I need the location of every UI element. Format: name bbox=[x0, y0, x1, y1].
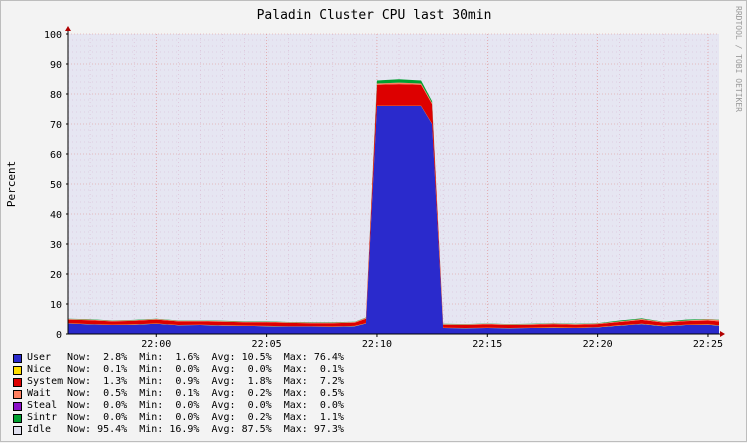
x-tick-label: 22:20 bbox=[583, 339, 613, 350]
legend-stats: Now: 0.1% Min: 0.0% Avg: 0.0% Max: 0.1% bbox=[67, 364, 344, 375]
series-area-user bbox=[68, 106, 719, 334]
legend: User Now: 2.8% Min: 1.6% Avg: 10.5% Max: … bbox=[13, 352, 344, 436]
legend-swatch bbox=[13, 425, 22, 435]
legend-series-name: User bbox=[27, 352, 52, 363]
y-tick-label: 60 bbox=[50, 150, 62, 161]
y-tick-label: 10 bbox=[50, 300, 62, 311]
legend-series-name: Idle bbox=[27, 424, 52, 435]
y-axis-label: Percent bbox=[5, 161, 18, 207]
legend-item-system: System Now: 1.3% Min: 0.9% Avg: 1.8% Max:… bbox=[13, 376, 344, 388]
x-tick-label: 22:15 bbox=[472, 339, 502, 350]
x-tick-labels: 22:00 22:05 22:10 22:15 22:20 22:25 bbox=[141, 339, 723, 350]
legend-swatch bbox=[13, 365, 22, 375]
legend-item-idle: Idle Now: 95.4% Min: 16.9% Avg: 87.5% Max… bbox=[13, 424, 344, 436]
legend-swatch bbox=[13, 389, 22, 399]
x-tick-label: 22:00 bbox=[141, 339, 171, 350]
legend-swatch bbox=[13, 401, 22, 411]
y-tick-label: 100 bbox=[44, 30, 62, 41]
y-tick-label: 30 bbox=[50, 240, 62, 251]
legend-item-steal: Steal Now: 0.0% Min: 0.0% Avg: 0.0% Max: … bbox=[13, 400, 344, 412]
legend-series-name: Nice bbox=[27, 364, 52, 375]
series-areas bbox=[68, 79, 719, 334]
legend-stats: Now: 0.0% Min: 0.0% Avg: 0.2% Max: 1.1% bbox=[67, 412, 344, 423]
rrdtool-watermark: RRDTOOL / TOBI OETIKER bbox=[734, 6, 743, 112]
y-axis-arrow bbox=[65, 26, 71, 31]
legend-stats: Now: 95.4% Min: 16.9% Avg: 87.5% Max: 97… bbox=[67, 424, 344, 435]
legend-stats: Now: 2.8% Min: 1.6% Avg: 10.5% Max: 76.4… bbox=[67, 352, 344, 363]
legend-series-name: Sintr bbox=[27, 412, 58, 423]
legend-item-user: User Now: 2.8% Min: 1.6% Avg: 10.5% Max: … bbox=[13, 352, 344, 364]
legend-stats: Now: 0.5% Min: 0.1% Avg: 0.2% Max: 0.5% bbox=[67, 388, 344, 399]
y-tick-label: 80 bbox=[50, 90, 62, 101]
legend-swatch bbox=[13, 377, 22, 387]
x-tick-label: 22:25 bbox=[693, 339, 723, 350]
grid-lines bbox=[67, 33, 719, 335]
y-tick-labels: 0 10 20 30 40 50 60 70 80 90 100 bbox=[44, 30, 62, 341]
legend-stats: Now: 1.3% Min: 0.9% Avg: 1.8% Max: 7.2% bbox=[67, 376, 344, 387]
y-tick-label: 20 bbox=[50, 270, 62, 281]
legend-series-name: Wait bbox=[27, 388, 52, 399]
legend-swatch bbox=[13, 353, 22, 363]
y-tick-label: 90 bbox=[50, 60, 62, 71]
legend-series-name: System bbox=[27, 376, 64, 387]
y-tick-label: 50 bbox=[50, 180, 62, 191]
y-tick-label: 0 bbox=[56, 330, 62, 341]
legend-item-wait: Wait Now: 0.5% Min: 0.1% Avg: 0.2% Max: 0… bbox=[13, 388, 344, 400]
legend-stats: Now: 0.0% Min: 0.0% Avg: 0.0% Max: 0.0% bbox=[67, 400, 344, 411]
legend-item-sintr: Sintr Now: 0.0% Min: 0.0% Avg: 0.2% Max: … bbox=[13, 412, 344, 424]
legend-item-nice: Nice Now: 0.1% Min: 0.0% Avg: 0.0% Max: 0… bbox=[13, 364, 344, 376]
chart-title: Paladin Cluster CPU last 30min bbox=[257, 8, 492, 23]
y-tick-label: 40 bbox=[50, 210, 62, 221]
y-tick-label: 70 bbox=[50, 120, 62, 131]
x-axis-arrow bbox=[720, 331, 725, 337]
x-tick-label: 22:10 bbox=[362, 339, 392, 350]
axes bbox=[65, 26, 725, 337]
legend-swatch bbox=[13, 413, 22, 423]
x-tick-label: 22:05 bbox=[252, 339, 282, 350]
legend-series-name: Steal bbox=[27, 400, 58, 411]
